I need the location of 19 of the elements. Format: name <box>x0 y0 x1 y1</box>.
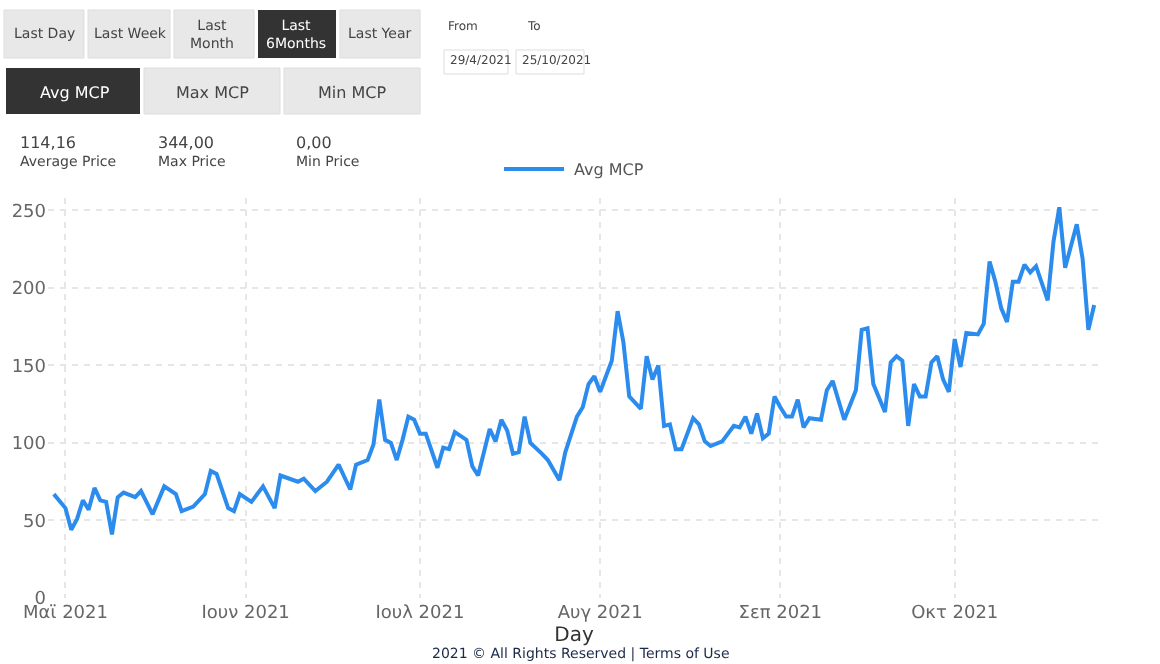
text: 0,00 <box>296 134 332 152</box>
y-tick-label: 250 <box>11 202 47 223</box>
x-tick-label: Σεπ 2021 <box>738 604 823 624</box>
text: 344,00 <box>158 134 214 152</box>
y-tick-label: 150 <box>11 357 47 378</box>
text: Max MCP <box>176 84 250 102</box>
text: Min MCP <box>318 84 387 102</box>
y-tick-label: 200 <box>11 280 47 301</box>
text: 114,16 <box>20 134 76 152</box>
legend-label: Avg MCP <box>574 161 644 180</box>
text: Avg MCP <box>40 84 110 102</box>
x-tick-label: Ιουλ 2021 <box>375 604 465 624</box>
y-tick-label: 50 <box>23 512 47 533</box>
x-tick-label: Ιουν 2021 <box>201 604 290 624</box>
line-series <box>51 205 1097 537</box>
x-axis-title: Day <box>554 625 594 647</box>
x-tick-label: Οκτ 2021 <box>911 604 999 624</box>
x-tick-label: Αυγ 2021 <box>557 604 643 624</box>
y-tick-label: 100 <box>11 435 47 456</box>
